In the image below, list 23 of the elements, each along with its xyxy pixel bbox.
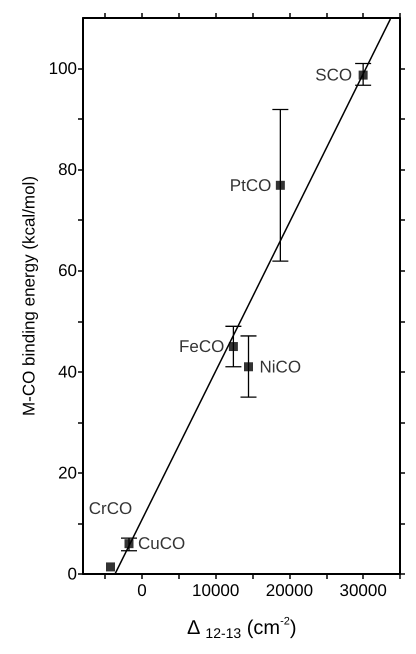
annotation: CrCO [88,498,132,518]
x-tick-label: 30000 [340,581,387,600]
y-axis-title: M-CO binding energy (kcal/mol) [20,176,39,416]
annotation: CuCO [138,534,186,554]
x-tick-label: 10000 [192,581,240,600]
y-tick-label: 0 [68,564,77,584]
y-tick-label: 20 [58,463,77,482]
annotation: NiCO [260,357,302,376]
point [244,362,254,372]
point [358,70,368,80]
x-tick-label: 0 [137,581,147,600]
annotation: FeCO [179,337,224,356]
point [276,180,285,190]
point [228,342,238,352]
x-tick-label: 20000 [266,581,314,600]
y-tick-label: 60 [58,261,77,280]
annotation: SCO [315,66,352,85]
y-tick-label: 80 [58,160,77,180]
point [124,539,134,548]
y-tick-label: 40 [58,362,77,382]
annotation: PtCO [230,176,272,195]
point [106,562,115,572]
y-tick-label: 100 [48,59,77,78]
